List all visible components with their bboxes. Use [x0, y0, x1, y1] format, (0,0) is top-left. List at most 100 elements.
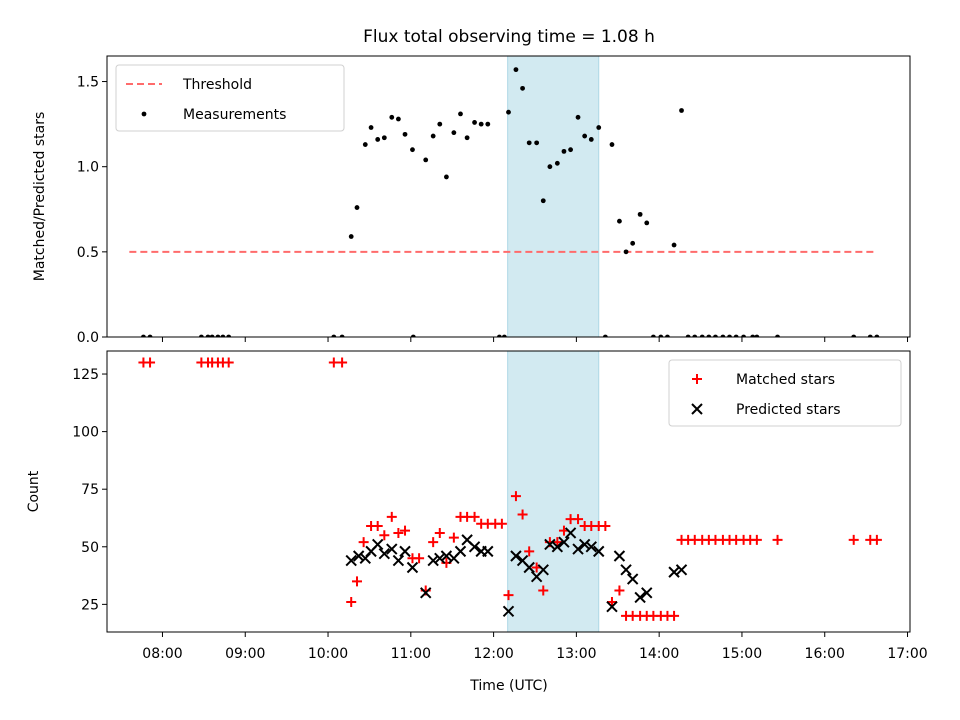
panel-data: [138, 357, 882, 621]
measurement-point: [339, 334, 345, 337]
predicted-star-point: [510, 550, 522, 562]
predicted-star-point: [551, 541, 564, 553]
measurement-point: [444, 174, 449, 180]
measurement-point: [437, 121, 443, 127]
measurement-point: [713, 334, 718, 337]
matched-star-point: [379, 530, 390, 541]
matched-star-point: [772, 534, 783, 545]
predicted-star-point: [578, 538, 591, 551]
measurement-point: [368, 125, 374, 130]
measurement-point: [478, 121, 484, 127]
predicted-star-point: [454, 545, 467, 558]
measurement-point: [389, 114, 395, 120]
predicted-star-point: [585, 541, 597, 553]
measurement-point: [685, 334, 691, 337]
measurement-point: [692, 334, 698, 337]
measurement-point: [147, 334, 153, 337]
legend-predicted-swatch: [691, 403, 703, 415]
x-tick-label: 10:00: [308, 646, 348, 662]
predicted-star-point: [386, 543, 398, 555]
predicted-star-point: [613, 550, 626, 562]
predicted-star-point: [378, 547, 391, 560]
legend-label: Measurements: [183, 107, 286, 123]
legend-box: [668, 359, 902, 427]
measurement-point: [496, 334, 502, 337]
legend-label: Matched stars: [736, 372, 835, 388]
measurement-point: [644, 220, 650, 226]
matched-star-point: [524, 546, 535, 557]
measurement-point: [741, 334, 747, 337]
measurement-point: [658, 334, 664, 337]
measurement-point: [485, 121, 491, 127]
matched-star-point: [400, 525, 411, 536]
measurement-point: [637, 211, 643, 217]
matched-star-point: [517, 509, 528, 520]
predicted-star-point: [641, 587, 653, 599]
predicted-star-point: [606, 600, 618, 613]
predicted-star-point: [420, 587, 432, 599]
predicted-star-point: [523, 561, 535, 574]
matched-star-point: [223, 357, 234, 368]
measurement-point: [540, 198, 546, 204]
measurement-point: [547, 164, 553, 170]
measurement-point: [706, 334, 712, 337]
y-tick-label: 125: [72, 367, 99, 383]
measurement-point: [588, 137, 594, 142]
measurement-point: [464, 135, 470, 141]
measurement-point: [220, 334, 226, 337]
matched-star-point: [469, 511, 480, 522]
measurement-point: [582, 133, 588, 139]
matched-star-point: [414, 553, 425, 564]
y-axis-label: Count: [26, 470, 42, 512]
measurement-point: [410, 334, 416, 337]
predicted-star-point: [675, 564, 688, 576]
matched-star-point: [393, 527, 404, 538]
measurement-point: [554, 160, 560, 166]
matched-star-point: [503, 590, 514, 601]
y-tick-label: 75: [81, 482, 99, 498]
y-tick-label: 100: [72, 425, 99, 441]
measurement-point: [630, 240, 636, 246]
matched-star-point: [358, 537, 369, 548]
matched-star-point: [669, 610, 680, 621]
y-tick-label: 25: [81, 597, 99, 613]
predicted-star-point: [434, 552, 446, 565]
matched-star-point: [428, 537, 439, 548]
matched-star-point: [448, 532, 459, 543]
y-tick-label: 50: [81, 540, 99, 556]
measurement-point: [141, 334, 146, 337]
legend-matched-swatch: [692, 374, 702, 384]
measurement-point: [617, 218, 622, 224]
ratio-panel: 0.0 0.5 1.0 1.5 Matched/Predicted stars Thres…: [32, 55, 911, 346]
chart-title: Flux total observing time = 1.08 h: [363, 27, 655, 47]
matched-star-point: [573, 514, 584, 525]
measurement-point: [561, 148, 567, 154]
measurement-point: [423, 157, 429, 163]
matched-star-point: [372, 521, 383, 532]
matched-star-point: [848, 534, 859, 545]
measurement-point: [775, 334, 780, 337]
predicted-star-point: [558, 536, 570, 548]
predicted-star-point: [345, 554, 357, 567]
measurement-point: [679, 108, 684, 113]
predicted-star-point: [620, 564, 632, 576]
measurement-point: [205, 334, 211, 337]
predicted-star-point: [482, 545, 494, 558]
y-tick-label: 0.5: [77, 245, 99, 261]
predicted-star-point: [626, 573, 639, 585]
measurement-point: [501, 334, 507, 337]
predicted-star-point: [634, 591, 646, 604]
matched-star-point: [346, 597, 357, 608]
predicted-star-point: [427, 554, 439, 567]
measurement-point: [874, 334, 880, 337]
matched-star-point: [352, 576, 363, 587]
measurement-point: [665, 334, 670, 337]
y-tick-label: 1.5: [77, 75, 99, 91]
measurement-point: [381, 135, 387, 141]
measurement-point: [209, 334, 215, 337]
measurement-point: [506, 109, 511, 115]
measurement-point: [402, 131, 408, 137]
predicted-star-point: [406, 561, 419, 574]
measurement-point: [851, 334, 857, 337]
